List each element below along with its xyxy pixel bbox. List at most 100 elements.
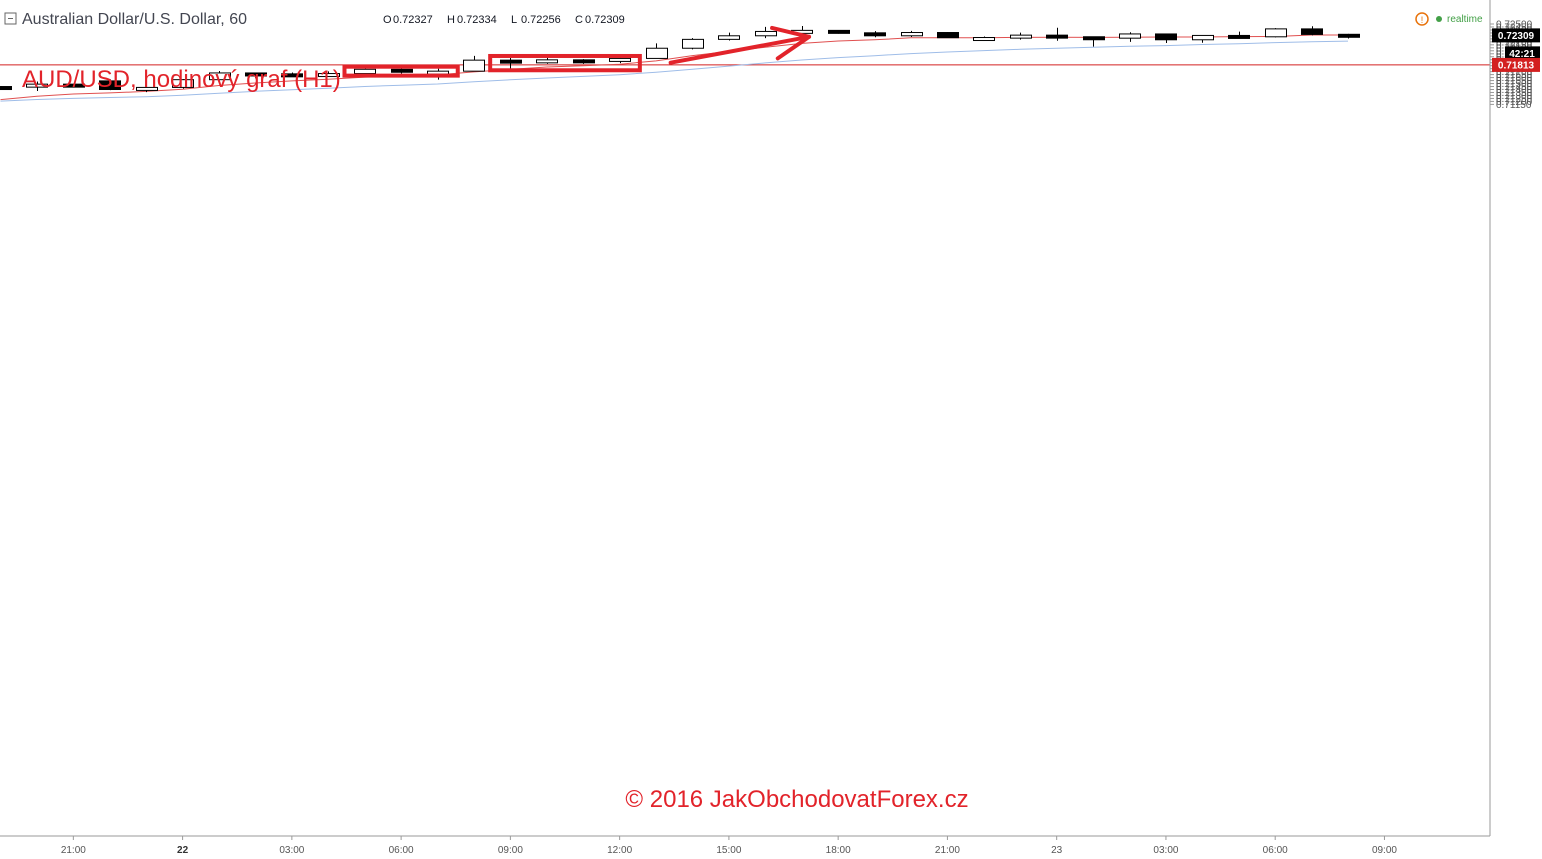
candle-body-bearish <box>1301 28 1323 35</box>
candle[interactable] <box>0 86 12 91</box>
candle[interactable] <box>1338 33 1360 39</box>
candle-body-bearish <box>99 80 121 91</box>
time-tick-label: 06:00 <box>1263 845 1288 856</box>
candle[interactable] <box>463 55 485 72</box>
annotation-title: AUD/USD, hodinový graf (H1) <box>22 66 341 93</box>
collapse-icon[interactable] <box>4 12 17 25</box>
candle-body-bearish <box>864 32 886 37</box>
candle-body-bearish <box>391 68 413 73</box>
candle[interactable] <box>1192 34 1214 43</box>
time-tick-label: 21:00 <box>935 845 960 856</box>
price-tick-label: 0.72500 <box>1496 20 1533 31</box>
candle-body-bearish <box>281 73 303 78</box>
time-tick-label: 21:00 <box>61 845 86 856</box>
candle-body-bullish <box>536 59 558 64</box>
candle[interactable] <box>937 32 959 39</box>
price-tick-label: 0.71300 <box>1496 91 1533 102</box>
time-tick-label: 03:00 <box>1153 845 1178 856</box>
candle-body-bullish <box>354 68 376 75</box>
candle[interactable] <box>828 29 850 34</box>
price-tick-label: 0.71650 <box>1496 70 1533 81</box>
candle[interactable] <box>500 57 522 70</box>
time-tick-label: 23 <box>1051 845 1063 856</box>
time-tick-label: 15:00 <box>716 845 741 856</box>
candle-body-bullish <box>318 73 340 78</box>
candle[interactable] <box>718 32 740 41</box>
candle[interactable] <box>26 81 48 91</box>
candle[interactable] <box>1265 28 1287 38</box>
time-axis[interactable]: 21:00 22 03:00 06:00 09:00 12:00 15:00 18:00 21:… <box>61 836 1398 856</box>
candle-body-bearish <box>0 86 12 91</box>
level-price-value: 0.71813 <box>1498 60 1535 71</box>
candle[interactable] <box>901 30 923 37</box>
candle-body-bullish <box>609 57 631 62</box>
realtime-label: realtime <box>1447 14 1483 25</box>
candle-body-bullish <box>682 38 704 49</box>
candle[interactable] <box>1228 31 1250 39</box>
candle[interactable] <box>1083 36 1105 47</box>
candle[interactable] <box>1046 27 1068 41</box>
consolidation-box <box>488 53 642 73</box>
candle-body-bullish <box>209 72 231 81</box>
price-tick-label: 0.71450 <box>1496 82 1533 93</box>
last-price-badge: 0.72309 42:21 <box>1492 28 1540 61</box>
candle[interactable] <box>245 72 267 79</box>
price-tick-label: 0.72450 <box>1496 22 1533 33</box>
warning-icon[interactable] <box>1415 12 1429 26</box>
price-tick-label: 0.71600 <box>1496 73 1533 84</box>
candle[interactable] <box>755 26 777 39</box>
candle[interactable] <box>99 79 121 91</box>
candle-body-bullish <box>463 59 485 72</box>
symbol-title: Australian Dollar/U.S. Dollar, 60 <box>22 11 247 28</box>
time-tick-label: 22 <box>177 845 189 856</box>
candle[interactable] <box>1301 26 1323 36</box>
price-tick-label: 0.71150 <box>1496 100 1532 111</box>
price-tick-label: 0.71200 <box>1496 97 1533 108</box>
time-tick-label: 09:00 <box>1372 845 1397 856</box>
price-tick-label: 0.71350 <box>1496 88 1533 99</box>
candle-body-bullish <box>172 79 194 88</box>
candle[interactable] <box>1010 32 1032 40</box>
time-tick-label: 12:00 <box>607 845 632 856</box>
ohlc-value: 0.72334 <box>457 14 497 26</box>
candle-body-bullish <box>1192 34 1214 41</box>
candle-body-bearish <box>828 29 850 34</box>
time-tick-label: 09:00 <box>498 845 523 856</box>
candle-body-bullish <box>1010 34 1032 39</box>
price-tick-label: 0.71250 <box>1496 94 1533 105</box>
candle[interactable] <box>973 36 995 42</box>
plot-area[interactable] <box>0 25 1490 102</box>
candle-body-bullish <box>1119 33 1141 39</box>
candle-body-bullish <box>718 35 740 40</box>
candle[interactable] <box>391 68 413 74</box>
candle[interactable] <box>172 79 194 89</box>
candle-body-bearish <box>937 32 959 39</box>
candle-body-bearish <box>500 59 522 64</box>
candle-body-bullish <box>973 37 995 42</box>
realtime-status-dot <box>1436 16 1442 22</box>
candle-body-bullish <box>26 83 48 88</box>
candle[interactable] <box>318 71 340 78</box>
chart-header: Australian Dollar/U.S. Dollar, 60 O 0.723… <box>4 11 1483 28</box>
ohlc-value: 0.72327 <box>393 14 433 26</box>
candle[interactable] <box>63 83 85 88</box>
consolidation-box <box>342 64 460 78</box>
candle[interactable] <box>573 59 595 64</box>
candle[interactable] <box>281 72 303 78</box>
candle[interactable] <box>682 38 704 50</box>
level-price-badge-bg <box>1492 57 1540 72</box>
breakout-arrow-shaft <box>668 34 812 65</box>
ohlc-readout: O 0.72327 H 0.72334 L 0.72256 C 0.72309 <box>383 14 625 26</box>
candle[interactable] <box>1119 32 1141 42</box>
time-tick-label: 18:00 <box>826 845 851 856</box>
candle[interactable] <box>646 43 668 59</box>
warning-icon-glyph: ! <box>1421 15 1424 25</box>
candle[interactable] <box>136 86 158 93</box>
candle[interactable] <box>209 71 231 81</box>
countdown-value: 42:21 <box>1509 49 1535 60</box>
candle[interactable] <box>1155 33 1177 44</box>
price-tick-label: 0.71500 <box>1496 79 1533 90</box>
candle[interactable] <box>864 31 886 38</box>
price-tick-label: 0.71400 <box>1496 85 1533 96</box>
